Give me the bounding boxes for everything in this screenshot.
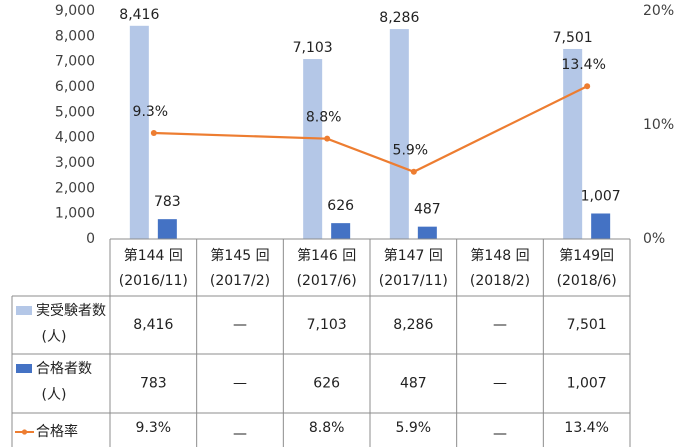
table-cell: 9.3% xyxy=(136,420,172,436)
table-cell: — xyxy=(493,426,507,442)
table-cell: 8.8% xyxy=(309,420,345,436)
pass-rate-marker xyxy=(150,129,157,136)
bar-data-label: 8,286 xyxy=(379,10,419,26)
table-cell: 626 xyxy=(313,376,340,392)
bar-data-label: 7,501 xyxy=(553,30,593,46)
plot-area: 0 1,000 2,000 3,000 4,000 5,000 6,000 7,000 8,00… xyxy=(55,3,674,247)
left-axis-tick-label: 6,000 xyxy=(55,79,95,95)
bar-examinees xyxy=(303,59,323,239)
pass-rate-marker xyxy=(410,168,417,175)
table-cell: 13.4% xyxy=(564,420,608,436)
left-axis-tick-label: 5,000 xyxy=(55,104,95,120)
category-label: (2017/2) xyxy=(210,273,270,289)
bar-examinees xyxy=(129,25,149,240)
left-axis-tick-label: 2,000 xyxy=(55,180,95,196)
bar-passers xyxy=(417,226,437,239)
category-label: (2018/2) xyxy=(470,273,530,289)
pass-rate-data-label: 9.3% xyxy=(133,104,169,120)
right-axis-tick-label: 0% xyxy=(643,231,665,247)
pass-rate-data-label: 13.4% xyxy=(561,57,605,73)
bar-passers xyxy=(157,219,177,239)
legend-key-marker xyxy=(21,429,28,435)
pass-rate-line xyxy=(153,85,588,173)
row-label-unit: (人) xyxy=(42,387,67,403)
left-axis-tick-label: 7,000 xyxy=(55,54,95,70)
table-cell: 487 xyxy=(400,376,427,392)
pass-rate-marker xyxy=(324,135,331,142)
bar-data-label: 626 xyxy=(327,198,354,214)
bar-data-label: 487 xyxy=(414,202,441,218)
bar-passers xyxy=(331,223,351,239)
bar-data-label: 1,007 xyxy=(581,188,621,204)
table-cell: — xyxy=(233,426,247,442)
table-cell: 8,286 xyxy=(393,317,433,333)
row-label: 実受験者数 xyxy=(36,303,106,319)
left-axis-tick-label: 8,000 xyxy=(55,28,95,44)
row-label: 合格率 xyxy=(36,423,78,440)
category-label: 第145 回 xyxy=(210,247,269,264)
table-cell: 7,103 xyxy=(307,317,347,333)
bar-data-label: 783 xyxy=(154,194,181,210)
pass-rate-data-label: 8.8% xyxy=(306,110,342,126)
pass-rate-data-label: 5.9% xyxy=(393,143,429,159)
table-cell: — xyxy=(493,376,507,392)
legend-key xyxy=(16,306,32,315)
table-cell: 7,501 xyxy=(567,317,607,333)
category-label: 第148 回 xyxy=(470,247,529,264)
row-label-unit: (人) xyxy=(42,329,67,345)
table-cell: — xyxy=(493,317,507,333)
left-axis-tick-label: 4,000 xyxy=(55,130,95,146)
bar-examinees xyxy=(389,29,409,240)
category-label: (2017/11) xyxy=(379,273,448,289)
bar-examinees xyxy=(563,48,583,239)
table-cell: — xyxy=(233,317,247,333)
pass-rate-marker xyxy=(584,83,591,90)
left-axis-tick-label: 3,000 xyxy=(55,155,95,171)
category-label: 第147 回 xyxy=(384,247,443,264)
category-label: 第149回 xyxy=(559,247,614,264)
table-cell: — xyxy=(233,376,247,392)
category-label: 第146 回 xyxy=(297,247,356,264)
table-cell: 1,007 xyxy=(567,376,607,392)
right-axis-tick-label: 10% xyxy=(643,117,674,133)
bar-data-label: 8,416 xyxy=(119,7,159,23)
bar-passers xyxy=(591,213,611,239)
category-label: (2016/11) xyxy=(119,273,188,289)
left-axis-tick-label: 0 xyxy=(86,231,95,247)
table-cell: 783 xyxy=(140,376,167,392)
table-cell: 8,416 xyxy=(133,317,173,333)
legend-key xyxy=(16,364,32,373)
left-axis-tick-label: 9,000 xyxy=(55,3,95,19)
bar-data-label: 7,103 xyxy=(293,40,333,56)
table-cell: 5.9% xyxy=(396,420,432,436)
category-label: 第144 回 xyxy=(124,247,183,264)
data-table: 第144 回 (2016/11) 第145 回 (2017/2) 第146 回 (2017… xyxy=(11,238,631,447)
row-label: 合格者数 xyxy=(36,361,92,377)
right-axis-tick-label: 20% xyxy=(643,3,674,19)
category-label: (2017/6) xyxy=(297,273,357,289)
left-axis-tick-label: 1,000 xyxy=(55,206,95,222)
category-label: (2018/6) xyxy=(557,273,617,289)
